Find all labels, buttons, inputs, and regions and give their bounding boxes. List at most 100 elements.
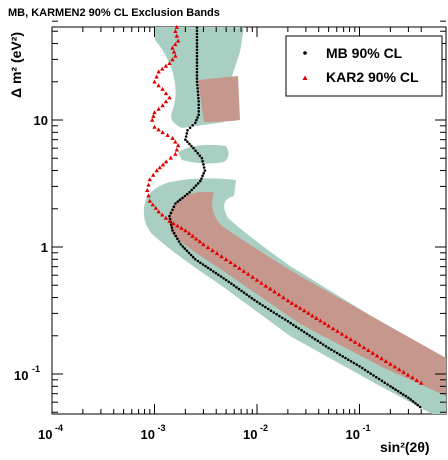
mb-point xyxy=(176,237,179,241)
kar2-point xyxy=(152,79,157,84)
mb-point xyxy=(196,182,200,185)
mb-point xyxy=(366,370,370,374)
mb-point xyxy=(184,135,188,138)
mb-point xyxy=(195,35,199,39)
kar2-point xyxy=(419,380,424,385)
kar2-point xyxy=(152,110,157,115)
kar2-point xyxy=(205,245,211,250)
mb-point xyxy=(189,253,193,257)
mb-point xyxy=(195,118,198,122)
kar2-point xyxy=(146,182,151,187)
mb-point xyxy=(321,343,325,346)
mb-point xyxy=(358,365,361,368)
mb-point xyxy=(327,346,330,350)
x-tick-label-exponent: -4 xyxy=(55,423,63,433)
kar2-point xyxy=(306,310,311,315)
legend-label-mb: MB 90% CL xyxy=(326,45,403,61)
mb-point xyxy=(197,110,200,113)
mb-point xyxy=(196,93,200,97)
mb-point xyxy=(237,287,241,291)
mb-point xyxy=(195,42,199,45)
kar2-point xyxy=(246,271,251,276)
mb-point xyxy=(266,307,270,311)
kar2-point xyxy=(186,231,192,235)
mb-point xyxy=(196,116,199,119)
mb-point xyxy=(191,124,194,127)
kar2-point xyxy=(183,228,188,233)
mb-point xyxy=(196,259,200,263)
mb-point xyxy=(283,318,287,321)
mb-point xyxy=(194,184,198,187)
mb-point xyxy=(195,74,199,77)
mb-point xyxy=(344,356,347,360)
kar2-point xyxy=(174,33,179,38)
mb-point xyxy=(319,341,322,345)
mb-point xyxy=(280,316,284,320)
kar2-point xyxy=(401,369,406,374)
kar2-point xyxy=(272,289,277,294)
mb-point xyxy=(172,205,176,208)
kar2-point xyxy=(167,61,172,65)
band-inner-upper xyxy=(198,76,240,122)
mb-point xyxy=(232,284,236,287)
mb-point xyxy=(286,320,290,323)
kar2-point xyxy=(173,53,178,58)
mb-point xyxy=(170,226,174,229)
kar2-point xyxy=(174,147,179,152)
kar2-point xyxy=(167,95,172,100)
mb-point xyxy=(349,360,353,363)
kar2-point xyxy=(173,139,178,144)
mb-point xyxy=(202,163,205,166)
mb-point xyxy=(197,106,200,110)
mb-point xyxy=(195,26,199,29)
kar2-point xyxy=(194,236,199,241)
mb-point xyxy=(188,142,191,146)
kar2-point xyxy=(330,326,336,331)
mb-point xyxy=(324,345,328,348)
mb-point xyxy=(363,368,367,372)
kar2-point xyxy=(165,133,170,137)
mb-point xyxy=(269,309,273,313)
mb-point xyxy=(248,295,251,298)
mb-point xyxy=(197,96,200,100)
x-tick-label-exponent: -3 xyxy=(158,423,166,433)
kar2-point xyxy=(314,315,319,320)
mb-point xyxy=(194,121,197,125)
kar2-point xyxy=(268,286,273,291)
mb-point xyxy=(187,251,191,255)
mb-point xyxy=(338,353,342,357)
kar2-point xyxy=(179,225,184,230)
kar2-point xyxy=(160,130,165,135)
kar2-point xyxy=(237,266,242,270)
kar2-point xyxy=(276,292,282,297)
mb-point xyxy=(240,289,243,293)
mb-point xyxy=(192,146,195,150)
kar2-point xyxy=(201,242,206,247)
mb-point xyxy=(192,186,196,190)
mb-point xyxy=(188,126,192,130)
mb-point xyxy=(377,377,381,381)
legend-marker-kar2 xyxy=(302,75,308,80)
mb-point xyxy=(411,400,415,403)
kar2-point xyxy=(151,172,156,177)
mb-point xyxy=(200,177,203,180)
kar2-point xyxy=(156,106,161,111)
kar2-point xyxy=(232,263,238,267)
mb-point xyxy=(404,394,408,398)
kar2-point xyxy=(318,318,323,323)
kar2-point xyxy=(335,328,340,333)
mb-point xyxy=(383,381,387,385)
kar2-point xyxy=(151,113,156,118)
legend-box xyxy=(285,35,443,97)
mb-point xyxy=(391,386,395,390)
mb-point xyxy=(347,358,350,362)
kar2-point xyxy=(357,342,362,347)
mb-point xyxy=(308,334,311,337)
kar2-point xyxy=(361,345,367,350)
kar2-point xyxy=(219,254,224,259)
kar2-point xyxy=(171,221,176,226)
mb-point xyxy=(330,348,333,352)
kar2-point xyxy=(147,177,152,182)
mb-point xyxy=(185,249,189,252)
legend-marker-mb xyxy=(303,51,307,55)
